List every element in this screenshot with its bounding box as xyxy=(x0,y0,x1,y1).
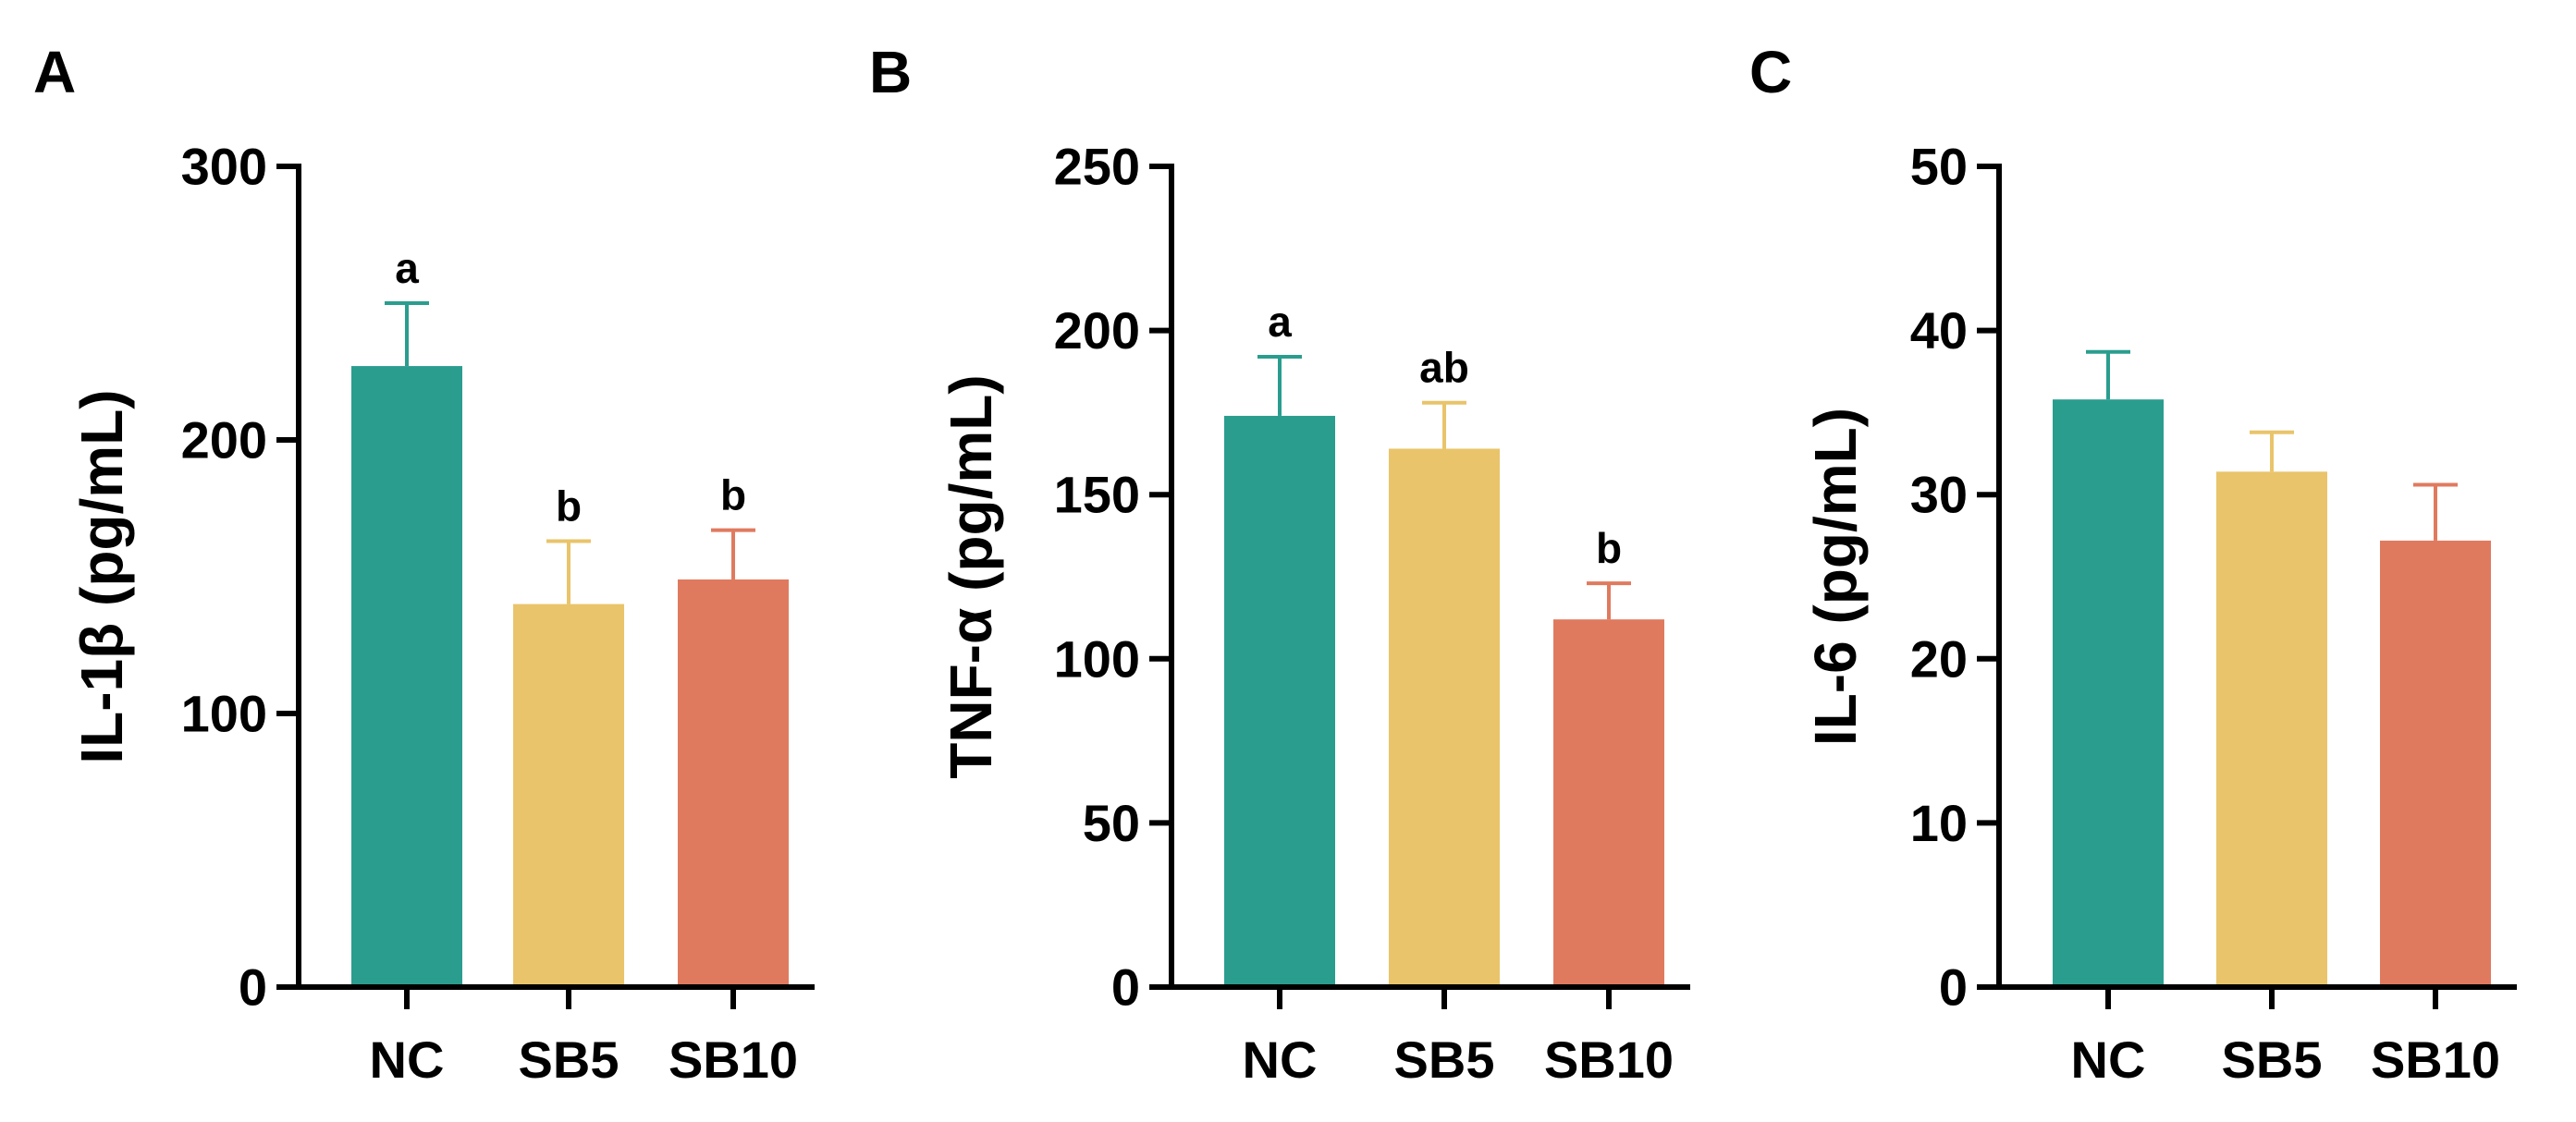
chart-panel-a: A IL-1β (pg/mL) a NC b SB5 b SB10 0 100 200 300 xyxy=(33,39,815,1089)
x-tick-label-sb5: SB5 xyxy=(1394,1031,1495,1089)
x-tick-label-nc: NC xyxy=(370,1031,445,1089)
y-tick-label: 0 xyxy=(1111,958,1140,1017)
bar-nc xyxy=(1224,415,1335,987)
y-tick-label: 250 xyxy=(1054,138,1140,196)
y-tick-label: 10 xyxy=(1910,794,1968,852)
y-tick-label: 200 xyxy=(1054,301,1140,360)
significance-label: b xyxy=(720,471,746,519)
panel-letter: C xyxy=(1749,39,1792,105)
bar-sb10 xyxy=(1553,619,1664,987)
y-tick-label: 0 xyxy=(1939,958,1968,1017)
y-tick-label: 200 xyxy=(181,411,267,470)
chart-panel-b: B TNF-α (pg/mL) a NC ab SB5 b SB10 0 50 100 150 200 2… xyxy=(869,39,1690,1089)
x-tick-label-sb10: SB10 xyxy=(1544,1031,1674,1089)
y-tick-label: 300 xyxy=(181,138,267,196)
x-tick-label-sb5: SB5 xyxy=(519,1031,619,1089)
x-tick-label-nc: NC xyxy=(2071,1031,2146,1089)
y-axis-label: IL-1β (pg/mL) xyxy=(68,389,135,763)
significance-label: a xyxy=(1268,298,1292,346)
bar-sb5 xyxy=(2216,471,2327,987)
bar-sb5 xyxy=(1389,448,1500,987)
y-tick-label: 50 xyxy=(1083,794,1140,852)
bar-nc xyxy=(2053,399,2164,987)
y-tick-label: 100 xyxy=(181,685,267,743)
bar-sb10 xyxy=(678,579,789,987)
x-tick-label-sb10: SB10 xyxy=(2371,1031,2500,1089)
significance-label: b xyxy=(1596,524,1622,572)
panel-letter: A xyxy=(33,39,76,105)
chart-panel-c: C IL-6 (pg/mL) NC SB5 SB10 0 10 20 30 40 50 xyxy=(1749,39,2517,1089)
x-tick-label-sb10: SB10 xyxy=(669,1031,798,1089)
bar-sb10 xyxy=(2380,540,2491,987)
y-axis-label: TNF-α (pg/mL) xyxy=(938,374,1004,778)
y-tick-label: 30 xyxy=(1910,466,1968,524)
y-tick-label: 40 xyxy=(1910,301,1968,360)
significance-label: a xyxy=(395,244,419,292)
y-tick-label: 20 xyxy=(1910,629,1968,688)
significance-label: b xyxy=(556,482,582,531)
y-axis-label: IL-6 (pg/mL) xyxy=(1802,408,1869,746)
y-tick-label: 100 xyxy=(1054,629,1140,688)
panel-letter: B xyxy=(869,39,912,105)
bar-sb5 xyxy=(513,604,624,987)
y-tick-label: 150 xyxy=(1054,466,1140,524)
y-tick-label: 50 xyxy=(1910,138,1968,196)
y-tick-label: 0 xyxy=(239,958,267,1017)
bar-nc xyxy=(351,366,462,988)
x-tick-label-nc: NC xyxy=(1243,1031,1318,1089)
x-tick-label-sb5: SB5 xyxy=(2222,1031,2323,1089)
significance-label: ab xyxy=(1419,344,1469,392)
